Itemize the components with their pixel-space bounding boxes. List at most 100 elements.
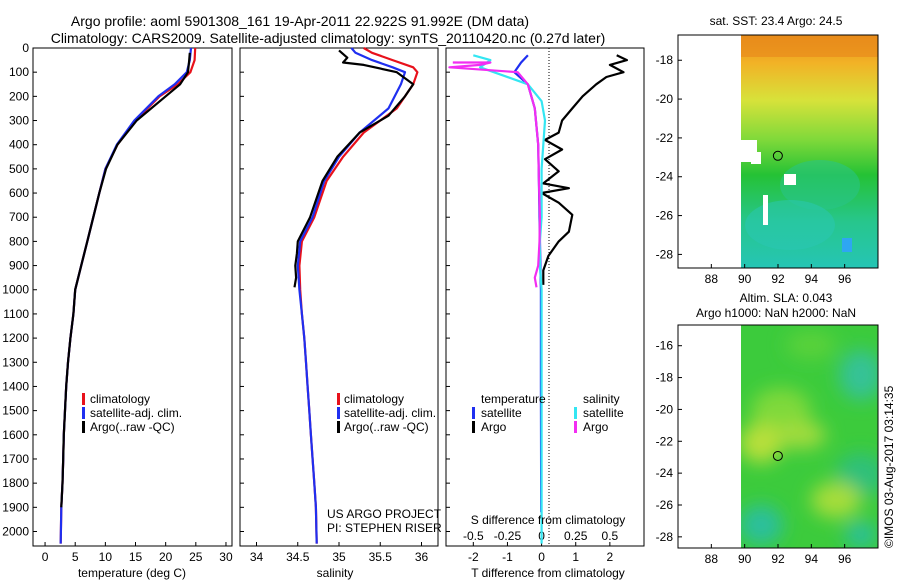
x-tick-label: 35.5 <box>369 550 393 564</box>
lat-tick-label: -18 <box>656 53 674 67</box>
depth-tick-label: 1600 <box>2 428 29 442</box>
series-t-argo <box>540 54 629 285</box>
lat-tick-label: -24 <box>656 170 674 184</box>
sst-cold-pixel <box>842 238 852 252</box>
s-tick-label: -0.25 <box>494 529 522 543</box>
pi-label: PI: STEPHEN RISER <box>327 521 442 535</box>
legend-swatch-s-satellite <box>574 407 577 419</box>
sst-map-ticks: 88 90 92 94 96 -18 -20 -22 -24 -26 -28 <box>656 53 852 286</box>
salinity-legend: climatology satellite-adj. clim. Argo(..… <box>337 392 436 434</box>
temperature-lines <box>59 47 197 544</box>
sst-cool-patch <box>780 160 860 210</box>
lon-tick-label: 92 <box>771 552 785 566</box>
depth-tick-label: 1300 <box>2 355 29 369</box>
sla-low-patch <box>741 505 783 545</box>
lon-tick-label: 88 <box>705 552 719 566</box>
lon-tick-label: 92 <box>771 272 785 286</box>
x-tick-label: 20 <box>159 550 173 564</box>
difference-lines <box>448 54 629 544</box>
difference-legend: temperature satellite Argo salinity sate… <box>472 392 624 434</box>
salinity-axes <box>239 47 439 547</box>
depth-tick-label: 0 <box>22 41 29 55</box>
lat-tick-label: -22 <box>656 131 674 145</box>
series-satellite-adj-clim- <box>296 47 407 544</box>
s-difference-label: S difference from climatology <box>471 513 626 527</box>
x-tick-label: -2 <box>468 550 479 564</box>
lon-tick-label: 96 <box>838 552 852 566</box>
legend-swatch-s-argo <box>574 421 577 433</box>
lat-tick-label: -24 <box>656 466 674 480</box>
x-tick-label: 30 <box>219 550 233 564</box>
legend-swatch-t-argo <box>472 421 475 433</box>
depth-tick-label: 400 <box>9 138 29 152</box>
legend-t-argo: Argo <box>481 420 507 434</box>
sst-missing-data <box>784 174 796 185</box>
legend-label-argo: Argo(..raw -QC) <box>90 420 175 434</box>
series-climatology <box>298 47 419 544</box>
lat-tick-label: -18 <box>656 371 674 385</box>
legend-swatch-satellite <box>337 407 340 419</box>
depth-tick-label: 600 <box>9 186 29 200</box>
legend-swatch-satellite <box>82 407 85 419</box>
lon-tick-label: 90 <box>738 272 752 286</box>
depth-tick-label: 1100 <box>3 307 29 321</box>
x-tick-label: 35 <box>332 550 346 564</box>
lat-tick-label: -28 <box>656 530 674 544</box>
depth-tick-label: 1400 <box>2 379 29 393</box>
legend-label-satellite: satellite-adj. clim. <box>344 406 436 420</box>
x-tick-label: 34.5 <box>286 550 310 564</box>
difference-axes <box>445 47 645 547</box>
depth-tick-label: 1000 <box>2 283 29 297</box>
legend-label-satellite: satellite-adj. clim. <box>90 406 182 420</box>
x-tick-label: 25 <box>189 550 203 564</box>
depth-tick-label: 1900 <box>2 500 29 514</box>
sla-high-patch <box>741 423 783 463</box>
lat-tick-label: -16 <box>656 339 674 353</box>
x-tick-label: -1 <box>502 550 513 564</box>
x-tick-label: 36 <box>415 550 429 564</box>
s-tick-label: -0.5 <box>463 529 484 543</box>
depth-tick-label: 800 <box>9 234 29 248</box>
x-tick-label: 2 <box>607 550 614 564</box>
sst-missing-data <box>751 152 761 164</box>
lat-tick-label: -26 <box>656 209 674 223</box>
sla-low-patch <box>845 522 877 548</box>
sst-map-panel: sat. SST: 23.4 Argo: 24.5 88 90 92 94 96 -18 -… <box>656 14 879 286</box>
sla-low-patch <box>839 350 878 400</box>
lat-tick-label: -26 <box>656 498 674 512</box>
salinity-panel: 34 34.5 35 35.5 36 climatology satellite-adj… <box>239 47 442 580</box>
legend-swatch-argo <box>337 421 340 433</box>
sst-texture <box>741 35 878 252</box>
s-tick-label: 0.5 <box>602 529 619 543</box>
lat-tick-label: -20 <box>656 402 674 416</box>
t-difference-label: T difference from climatology <box>471 566 625 580</box>
temperature-legend: climatology satellite-adj. clim. Argo(..… <box>82 392 182 434</box>
series-s-argo <box>448 61 542 288</box>
figure-title-line2: Climatology: CARS2009. Satellite-adjuste… <box>51 30 606 46</box>
figure-title-line1: Argo profile: aoml 5901308_161 19-Apr-20… <box>71 13 529 29</box>
x-tick-label: 34 <box>250 550 264 564</box>
x-tick-label: 0 <box>42 550 49 564</box>
sla-high-patch <box>751 388 811 432</box>
sst-map-title: sat. SST: 23.4 Argo: 24.5 <box>710 14 843 28</box>
salinity-xlabel: salinity <box>317 566 354 580</box>
legend-temperature-header: temperature <box>481 392 546 406</box>
legend-swatch-climatology <box>337 393 340 405</box>
legend-label-climatology: climatology <box>90 392 150 406</box>
x-tick-label: 15 <box>129 550 143 564</box>
legend-s-satellite: satellite <box>583 406 624 420</box>
x-tick-label: 0 <box>538 550 545 564</box>
x-tick-label: 10 <box>99 550 113 564</box>
x-tick-label: 1 <box>572 550 579 564</box>
temperature-ticks: 0 5 10 15 20 25 30 <box>42 542 233 564</box>
lon-tick-label: 94 <box>805 272 819 286</box>
sla-map-title: Altim. SLA: 0.043 <box>740 291 833 305</box>
depth-tick-label: 1800 <box>2 476 29 490</box>
temperature-panel: 0100200300400500600700800900100011001200… <box>2 41 233 580</box>
depth-tick-label: 500 <box>9 162 29 176</box>
lat-tick-label: -22 <box>656 434 674 448</box>
series-argo-raw-qc- <box>60 52 191 508</box>
lon-tick-label: 88 <box>705 272 719 286</box>
salinity-lines <box>293 47 419 544</box>
